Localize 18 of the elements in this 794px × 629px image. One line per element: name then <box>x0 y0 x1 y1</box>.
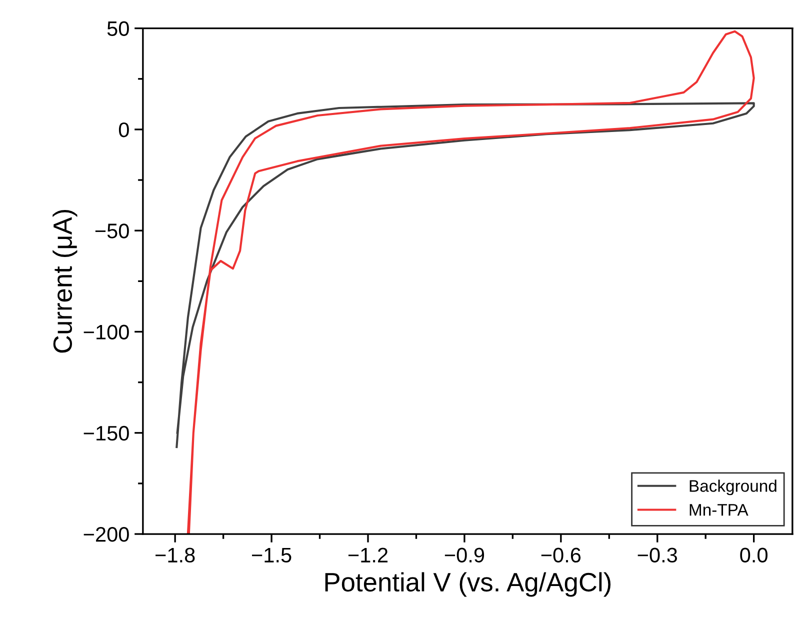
x-tick-label: −1.2 <box>348 548 388 562</box>
x-tick-label: −1.5 <box>252 548 292 563</box>
legend-label: Mn-TPA <box>690 504 748 516</box>
x-tick-label: 0.0 <box>740 548 768 563</box>
x-axis-title: Potential V (vs. Ag/AgCl) <box>325 572 611 597</box>
y-tick-label: −150 <box>84 426 129 441</box>
x-tick-label: −0.9 <box>444 548 484 563</box>
line-series <box>176 102 755 448</box>
y-tick-label: −50 <box>95 224 129 238</box>
y-tick-label: 50 <box>107 21 129 36</box>
x-tick-label: −1.8 <box>156 548 195 563</box>
x-tick-label: −0.6 <box>541 548 581 563</box>
y-axis-title: Current (μA) <box>52 210 78 353</box>
y-tick-label: 0 <box>118 122 129 138</box>
x-tick-label: −0.3 <box>638 548 678 563</box>
y-tick-label: −200 <box>84 527 129 542</box>
legend-label: Background <box>690 480 776 496</box>
y-tick-label: −100 <box>84 324 129 340</box>
